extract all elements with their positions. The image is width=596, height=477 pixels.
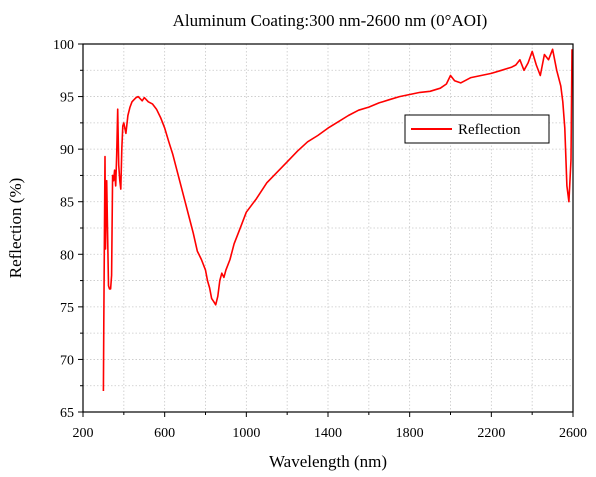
chart-title: Aluminum Coating:300 nm-2600 nm (0°AOI) (173, 11, 488, 30)
plot-frame (82, 43, 574, 413)
y-tick-label: 75 (60, 301, 74, 316)
y-axis-label: Reflection (%) (6, 178, 25, 279)
x-tick-label: 600 (154, 426, 175, 441)
axis-ticks (78, 43, 574, 417)
tick-labels: 200 600 1000 1400 1800 2200 2600 65 70 75 80 85 90 95… (53, 38, 587, 441)
x-tick-label: 1000 (232, 426, 260, 441)
y-tick-label: 95 (60, 91, 74, 106)
y-tick-label: 70 (60, 353, 74, 368)
x-tick-label: 2600 (559, 426, 587, 441)
y-tick-label: 65 (60, 406, 74, 421)
y-tick-label: 100 (53, 38, 74, 53)
y-tick-label: 90 (60, 143, 74, 158)
legend-label-reflection: Reflection (458, 122, 521, 138)
plot-area (102, 48, 573, 392)
y-tick-label: 80 (60, 248, 74, 263)
y-tick-label: 85 (60, 196, 74, 211)
x-tick-label: 200 (73, 426, 94, 441)
series-line-reflection (102, 48, 573, 392)
x-tick-label: 1400 (314, 426, 342, 441)
x-tick-label: 1800 (396, 426, 424, 441)
legend: Reflection (404, 114, 550, 144)
x-axis-label: Wavelength (nm) (269, 452, 387, 471)
x-tick-label: 2200 (477, 426, 505, 441)
grid-lines (83, 44, 573, 412)
